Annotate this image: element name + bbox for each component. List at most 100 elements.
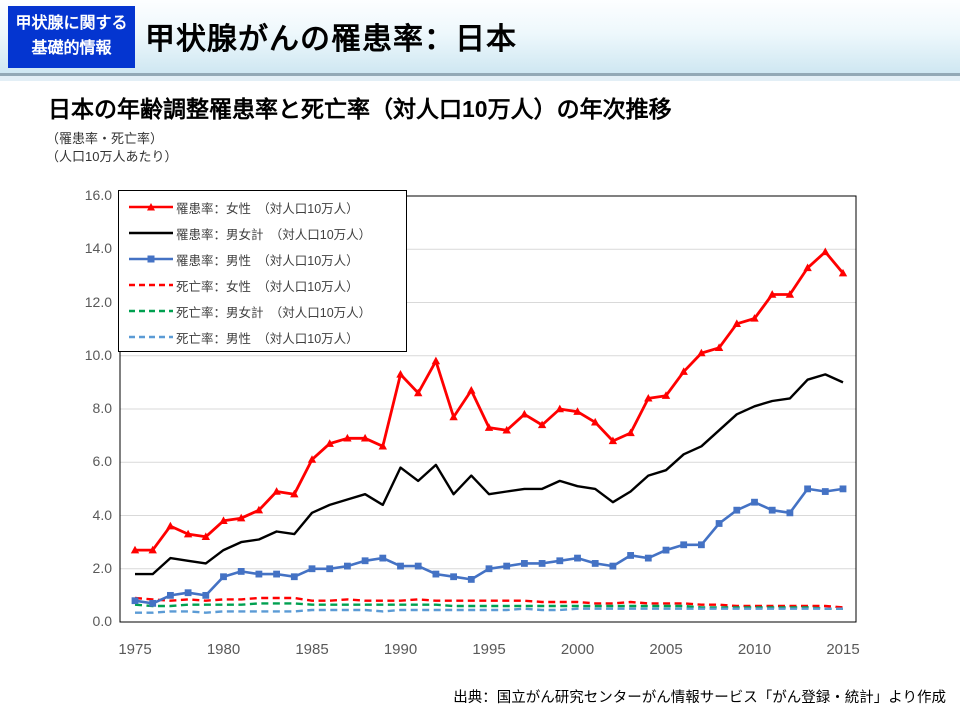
legend-label: 死亡率：女性 （対人口10万人） (176, 279, 359, 294)
triangle-marker (148, 545, 157, 554)
square-marker (627, 552, 634, 559)
square-marker (538, 560, 546, 567)
triangle-marker (360, 433, 370, 442)
y-tick-label: 2.0 (92, 559, 112, 576)
triangle-marker (414, 388, 423, 397)
triangle-marker (573, 407, 582, 415)
square-marker (149, 599, 157, 607)
square-marker (609, 562, 617, 570)
square-marker (680, 541, 688, 549)
square-marker (839, 485, 847, 493)
triangle-marker (679, 367, 688, 375)
legend-item-5: 死亡率：男女計 （対人口10万人） (128, 298, 406, 324)
triangle-marker (644, 393, 653, 402)
series-line-6 (135, 607, 843, 614)
square-marker (361, 557, 369, 565)
square-marker (556, 557, 564, 565)
square-marker (414, 562, 422, 570)
badge-line1: 甲状腺に関する (15, 15, 128, 33)
triangle-marker (732, 319, 741, 327)
legend-item-6: 死亡率：男性 （対人口10万人） (128, 324, 406, 350)
page-title: 甲状腺がんの罹患率：日本 (145, 23, 517, 56)
legend-line-sample (129, 335, 173, 339)
square-marker (326, 565, 334, 573)
triangle-marker (431, 356, 441, 365)
square-marker (237, 568, 245, 575)
square-marker (768, 506, 776, 514)
series-line-2 (135, 373, 844, 576)
triangle-marker (378, 441, 387, 450)
triangle-marker (201, 532, 210, 540)
legend-label: 罹患率：男女計 （対人口10万人） (176, 227, 372, 242)
y-tick-label: 8.0 (92, 400, 112, 416)
square-marker (821, 488, 829, 495)
triangle-marker (290, 489, 299, 498)
legend-label: 死亡率：男女計 （対人口10万人） (176, 305, 372, 320)
triangle-marker (219, 516, 228, 525)
legend-label: 罹患率：男性 （対人口10万人） (176, 253, 359, 268)
square-marker (273, 570, 280, 578)
triangle-marker (254, 505, 264, 514)
x-tick-label: 1985 (295, 641, 329, 658)
triangle-marker (166, 521, 175, 530)
square-marker (184, 589, 192, 597)
legend-label: 死亡率：男性 （対人口10万人） (176, 331, 359, 346)
triangle-marker (307, 455, 317, 463)
legend-item-3: 罹患率：男性 （対人口10万人） (128, 246, 406, 272)
triangle-marker (130, 545, 140, 554)
square-marker (503, 562, 511, 570)
x-tick-label: 1980 (206, 641, 241, 658)
square-marker (644, 554, 652, 562)
triangle-marker (183, 529, 193, 538)
triangle-marker (838, 268, 848, 277)
square-marker (167, 591, 174, 599)
x-tick-label: 1975 (118, 641, 152, 658)
x-tick-label: 2005 (649, 641, 683, 658)
triangle-marker (697, 348, 706, 357)
triangle-marker (591, 417, 600, 426)
triangle-marker (714, 343, 724, 351)
square-marker (344, 562, 351, 570)
triangle-marker (237, 513, 246, 522)
square-marker (379, 554, 387, 562)
triangle-marker (396, 369, 405, 378)
square-marker (131, 597, 139, 605)
triangle-marker (520, 409, 529, 418)
info-badge: 甲状腺に関する 基礎的情報 (8, 6, 135, 68)
triangle-marker (537, 420, 547, 429)
y-tick-label: 4.0 (92, 506, 112, 523)
legend-label: 罹患率：女性 （対人口10万人） (176, 201, 359, 216)
plot-border (119, 195, 857, 623)
x-tick-label: 2000 (560, 641, 595, 658)
badge-line2: 基礎的情報 (31, 40, 112, 57)
y-tick-label: 10.0 (84, 346, 112, 363)
square-marker (662, 546, 670, 554)
x-tick-label: 2015 (826, 641, 860, 658)
square-marker (255, 570, 263, 578)
square-marker (751, 498, 758, 506)
triangle-marker (555, 404, 564, 413)
legend-item-1: 罹患率：女性 （対人口10万人） (128, 194, 406, 220)
triangle-marker (343, 433, 352, 442)
y-axis-note-line2: （人口10万人あたり） (46, 149, 178, 164)
square-marker (202, 591, 210, 599)
x-tick-label: 2010 (737, 641, 772, 658)
legend-line-sample (129, 203, 173, 211)
triangle-marker (484, 423, 494, 431)
triangle-marker (750, 314, 759, 322)
x-tick-label: 1990 (383, 641, 418, 658)
triangle-marker (272, 487, 281, 495)
square-marker (698, 541, 705, 549)
legend-line-sample (129, 283, 173, 287)
triangle-marker (785, 290, 795, 298)
square-marker (715, 520, 723, 527)
triangle-marker (325, 439, 334, 447)
square-marker (521, 560, 528, 567)
triangle-marker (608, 436, 618, 445)
triangle-marker (821, 247, 830, 256)
legend-line-sample (129, 231, 173, 235)
legend-item-2: 罹患率：男女計 （対人口10万人） (128, 220, 406, 246)
